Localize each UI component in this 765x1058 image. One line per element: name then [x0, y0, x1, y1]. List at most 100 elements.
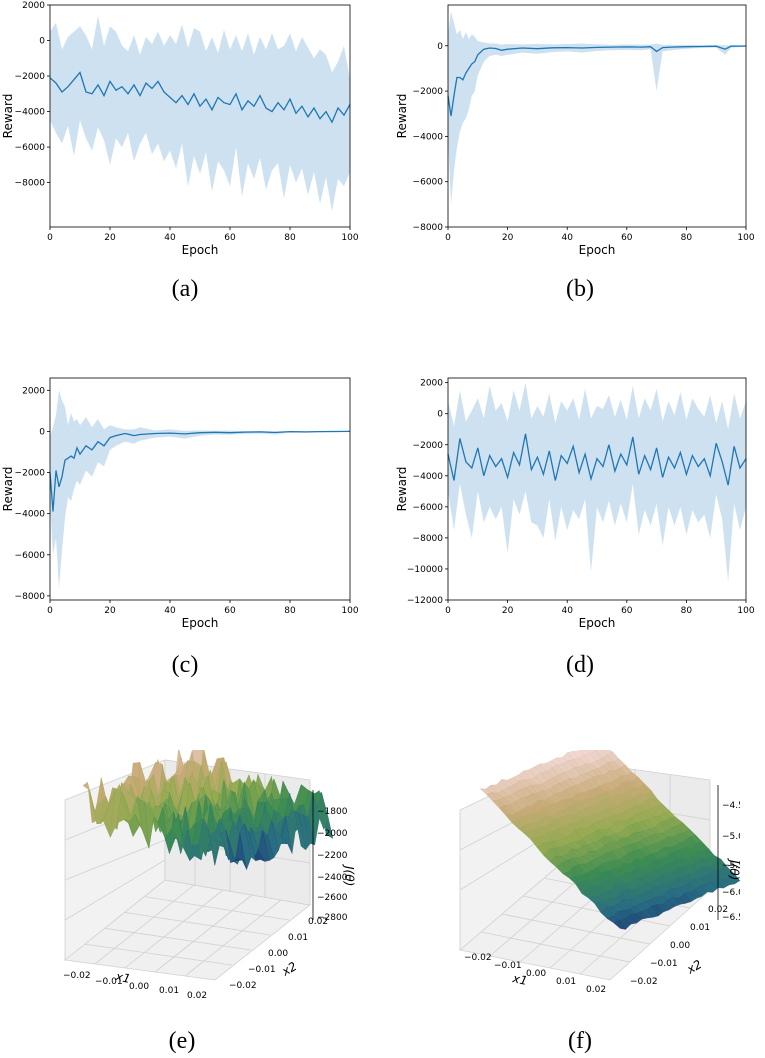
y-tick: −0.02 — [229, 981, 257, 991]
y-tick: −0.01 — [248, 965, 276, 975]
z-axis-f: −4.5 −5.0 −5.5 −6.0 −6.5 J(θ) — [717, 785, 740, 923]
y-tick-label: 2000 — [22, 386, 45, 396]
x-tick-label: 100 — [341, 233, 358, 243]
y-tick: −0.02 — [630, 977, 658, 987]
caption-a: (a) — [171, 276, 199, 302]
std-band — [448, 11, 746, 205]
x-tick: −0.02 — [63, 971, 91, 981]
y-axis-label: Reward — [1, 467, 15, 512]
std-band — [448, 382, 746, 582]
x-tick-label: 80 — [284, 233, 296, 243]
x-axis-e: −0.02 −0.01 0.00 0.01 0.02 x1 — [63, 969, 207, 1000]
y-tick-label: 0 — [39, 427, 45, 437]
z-tick: −2800 — [317, 913, 348, 923]
x-tick-label: 0 — [445, 233, 451, 243]
surface-e — [82, 750, 334, 871]
z-axis-label: J(θ) — [342, 864, 355, 886]
y-tick: 0.01 — [288, 933, 308, 943]
reward-plot-a: 0 20 40 60 80 100 2000 0 −2000 −4000 −6000 −8000 Epo… — [1, 1, 359, 257]
x-axis-label: Epoch — [579, 616, 616, 630]
z-tick: −6.0 — [722, 888, 740, 898]
caption-b: (b) — [566, 276, 594, 302]
y-axis-f: −0.02 −0.01 0.00 0.01 0.02 x2 — [630, 905, 728, 987]
caption-f: (f) — [568, 1028, 592, 1054]
surface-plot-f: −4.5 −5.0 −5.5 −6.0 −6.5 J(θ) −0.02 −0.0… — [459, 750, 740, 995]
x-tick: 0.00 — [129, 982, 149, 992]
x-tick-label: 60 — [224, 606, 236, 616]
x-tick-label: 80 — [681, 233, 693, 243]
z-tick: −4.5 — [722, 801, 740, 811]
mean-reward-line — [49, 430, 351, 512]
surface-plot-e: −1800 −2000 −2200 −2400 −2600 −2800 J(θ)… — [63, 750, 355, 1000]
z-tick: −2400 — [317, 873, 348, 883]
y-tick-label: 0 — [39, 37, 45, 47]
y-axis-label: Reward — [395, 467, 409, 512]
x-axis-label: x1 — [113, 969, 131, 986]
z-tick: −5.5 — [722, 861, 740, 871]
y-tick-label: −4000 — [15, 510, 46, 520]
y-tick-label: −10000 — [407, 565, 443, 575]
y-axis-e: −0.02 −0.01 0.00 0.01 0.02 x2 — [229, 917, 328, 991]
x-axis-f: −0.02 −0.01 0.00 0.01 0.02 x1 — [464, 953, 606, 995]
y-tick: 0.00 — [268, 949, 288, 959]
y-tick-label: −8000 — [413, 223, 444, 233]
y-tick-label: −2000 — [15, 72, 46, 82]
y-tick-label: −4000 — [413, 472, 444, 482]
z-axis-e: −1800 −2000 −2200 −2400 −2600 −2800 J(θ) — [312, 790, 355, 923]
z-tick: −5.0 — [722, 832, 740, 842]
caption-d: (d) — [566, 652, 594, 678]
plot-frame — [447, 377, 747, 601]
reward-plot-c: 0 20 40 60 80 100 2000 0 −2000 −4000 −6000 −8000 Epo… — [1, 377, 359, 630]
x-tick: 0.01 — [159, 986, 179, 996]
x-tick-label: 60 — [224, 233, 236, 243]
y-axis-label: x2 — [279, 959, 300, 979]
x-axis-label: Epoch — [182, 616, 219, 630]
x-tick-label: 100 — [737, 606, 754, 616]
plot-frame — [49, 377, 351, 601]
plot-frame — [447, 4, 747, 228]
y-tick-label: −12000 — [407, 596, 443, 606]
x-tick: 0.01 — [556, 977, 576, 987]
x-tick-label: 0 — [47, 606, 53, 616]
z-tick: −2200 — [317, 851, 348, 861]
x-tick-label: 20 — [502, 233, 514, 243]
mean-reward-line — [447, 433, 747, 486]
x-tick: −0.01 — [95, 977, 123, 987]
std-band — [50, 15, 350, 212]
y-axis-label: Reward — [395, 94, 409, 139]
std-band — [50, 390, 350, 588]
x-tick-label: 60 — [621, 606, 633, 616]
x-tick: 0.02 — [586, 985, 606, 995]
x-tick-label: 80 — [681, 606, 693, 616]
y-tick-label: −4000 — [15, 108, 46, 118]
y-tick: 0.02 — [708, 905, 728, 915]
x-axis-label: Epoch — [182, 243, 219, 257]
x-tick: −0.01 — [494, 961, 522, 971]
z-axis-label: J(θ) — [727, 858, 740, 880]
y-tick: 0.02 — [308, 917, 328, 927]
x-tick-label: 20 — [104, 233, 116, 243]
x-tick: −0.02 — [464, 953, 492, 963]
y-tick-label: −2000 — [413, 87, 444, 97]
x-tick: 0.00 — [526, 969, 546, 979]
y-tick-label: −2000 — [15, 469, 46, 479]
x-tick-label: 20 — [502, 606, 514, 616]
y-tick-label: −6000 — [15, 551, 46, 561]
x-tick-label: 60 — [621, 233, 633, 243]
x-tick-label: 40 — [164, 233, 176, 243]
y-tick-label: −6000 — [413, 178, 444, 188]
x-tick-label: 20 — [104, 606, 116, 616]
x-tick-label: 40 — [561, 233, 573, 243]
y-tick-label: 2000 — [420, 379, 443, 389]
x-tick-label: 40 — [561, 606, 573, 616]
caption-c: (c) — [171, 652, 199, 678]
y-tick: 0.00 — [670, 941, 690, 951]
x-tick-label: 80 — [284, 606, 296, 616]
mean-reward-line — [49, 71, 351, 124]
z-tick: −1800 — [317, 807, 348, 817]
plot-frame — [49, 4, 351, 228]
y-axis-label: x2 — [684, 957, 705, 977]
caption-e: (e) — [168, 1028, 196, 1054]
surface-patch — [226, 830, 238, 863]
x-tick-label: 100 — [737, 233, 754, 243]
